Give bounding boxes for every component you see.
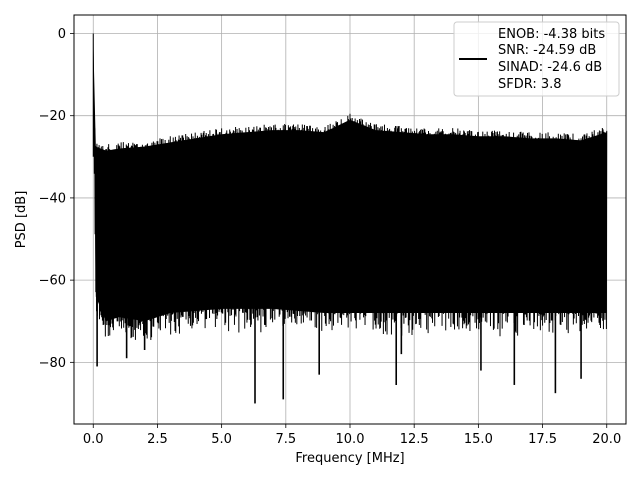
legend-line-enob: ENOB: -4.38 bits	[498, 27, 605, 42]
x-tick-label: 2.5	[147, 432, 168, 447]
legend-line-sfdr: SFDR: 3.8	[498, 77, 562, 92]
x-tick-label: 17.5	[528, 432, 557, 447]
y-tick-label: 0	[58, 27, 66, 42]
plot-area	[92, 33, 608, 404]
legend-line-snr: SNR: -24.59 dB	[498, 43, 596, 58]
x-tick-label: 12.5	[400, 432, 429, 447]
y-axis-label: PSD [dB]	[14, 191, 29, 249]
y-tick-label: −40	[39, 191, 66, 206]
y-tick-label: −80	[39, 356, 66, 371]
y-axis-ticks: 0 −20 −40 −60 −80	[39, 27, 74, 371]
x-tick-label: 15.0	[464, 432, 493, 447]
y-tick-label: −60	[39, 274, 66, 289]
x-axis-ticks: 0.0 2.5 5.0 7.5 10.0 12.5 15.0 17.5 20.0	[83, 424, 621, 447]
x-tick-label: 20.0	[592, 432, 621, 447]
legend-line-sinad: SINAD: -24.6 dB	[498, 60, 602, 75]
x-tick-label: 5.0	[211, 432, 232, 447]
legend: ENOB: -4.38 bits SNR: -24.59 dB SINAD: -…	[453, 21, 620, 97]
x-tick-label: 7.5	[275, 432, 296, 447]
legend-box	[453, 21, 620, 97]
psd-series-line	[92, 33, 608, 341]
x-axis-label: Frequency [MHz]	[295, 451, 404, 466]
x-tick-label: 0.0	[83, 432, 104, 447]
psd-deep-notches	[96, 291, 582, 404]
y-tick-label: −20	[39, 109, 66, 124]
x-tick-label: 10.0	[336, 432, 365, 447]
